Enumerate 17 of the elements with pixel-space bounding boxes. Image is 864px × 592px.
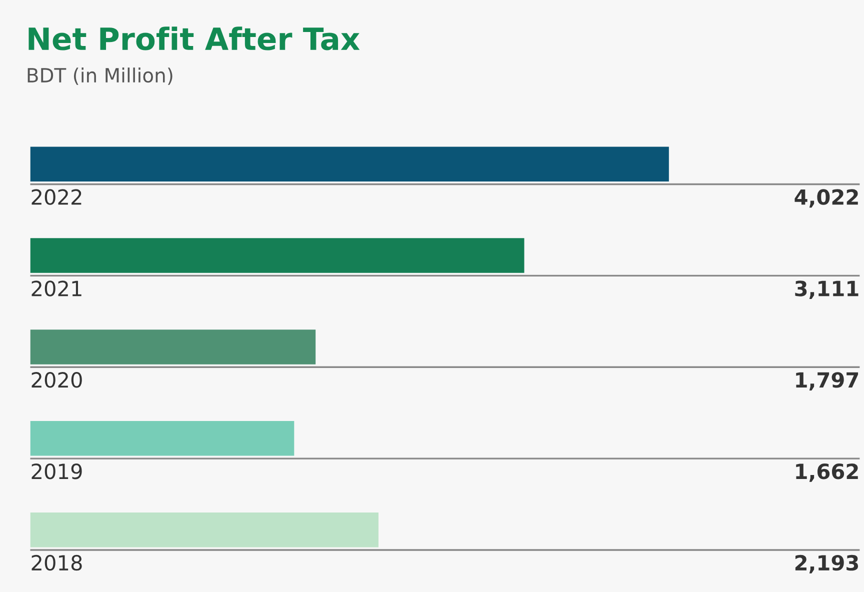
data-label: 3,111	[795, 280, 858, 300]
y-tick-label: 2021	[32, 280, 82, 296]
y-tick-label: 2022	[32, 189, 82, 205]
chart-title: Net Profit After Tax	[28, 26, 360, 50]
data-label: 1,662	[796, 463, 858, 482]
y-tick-label: 2019	[32, 463, 82, 480]
y-tick-label: 2018	[32, 554, 82, 571]
bar	[30, 421, 294, 456]
data-label: 1,797	[796, 372, 858, 390]
bar	[30, 238, 524, 273]
bar	[30, 512, 378, 548]
data-label: 2,193	[795, 554, 858, 574]
y-tick-label: 2020	[32, 372, 82, 388]
chart-subtitle: BDT (in Million)	[28, 68, 172, 85]
bar	[30, 330, 316, 364]
bar	[30, 146, 669, 182]
data-label: 4,022	[794, 189, 858, 208]
